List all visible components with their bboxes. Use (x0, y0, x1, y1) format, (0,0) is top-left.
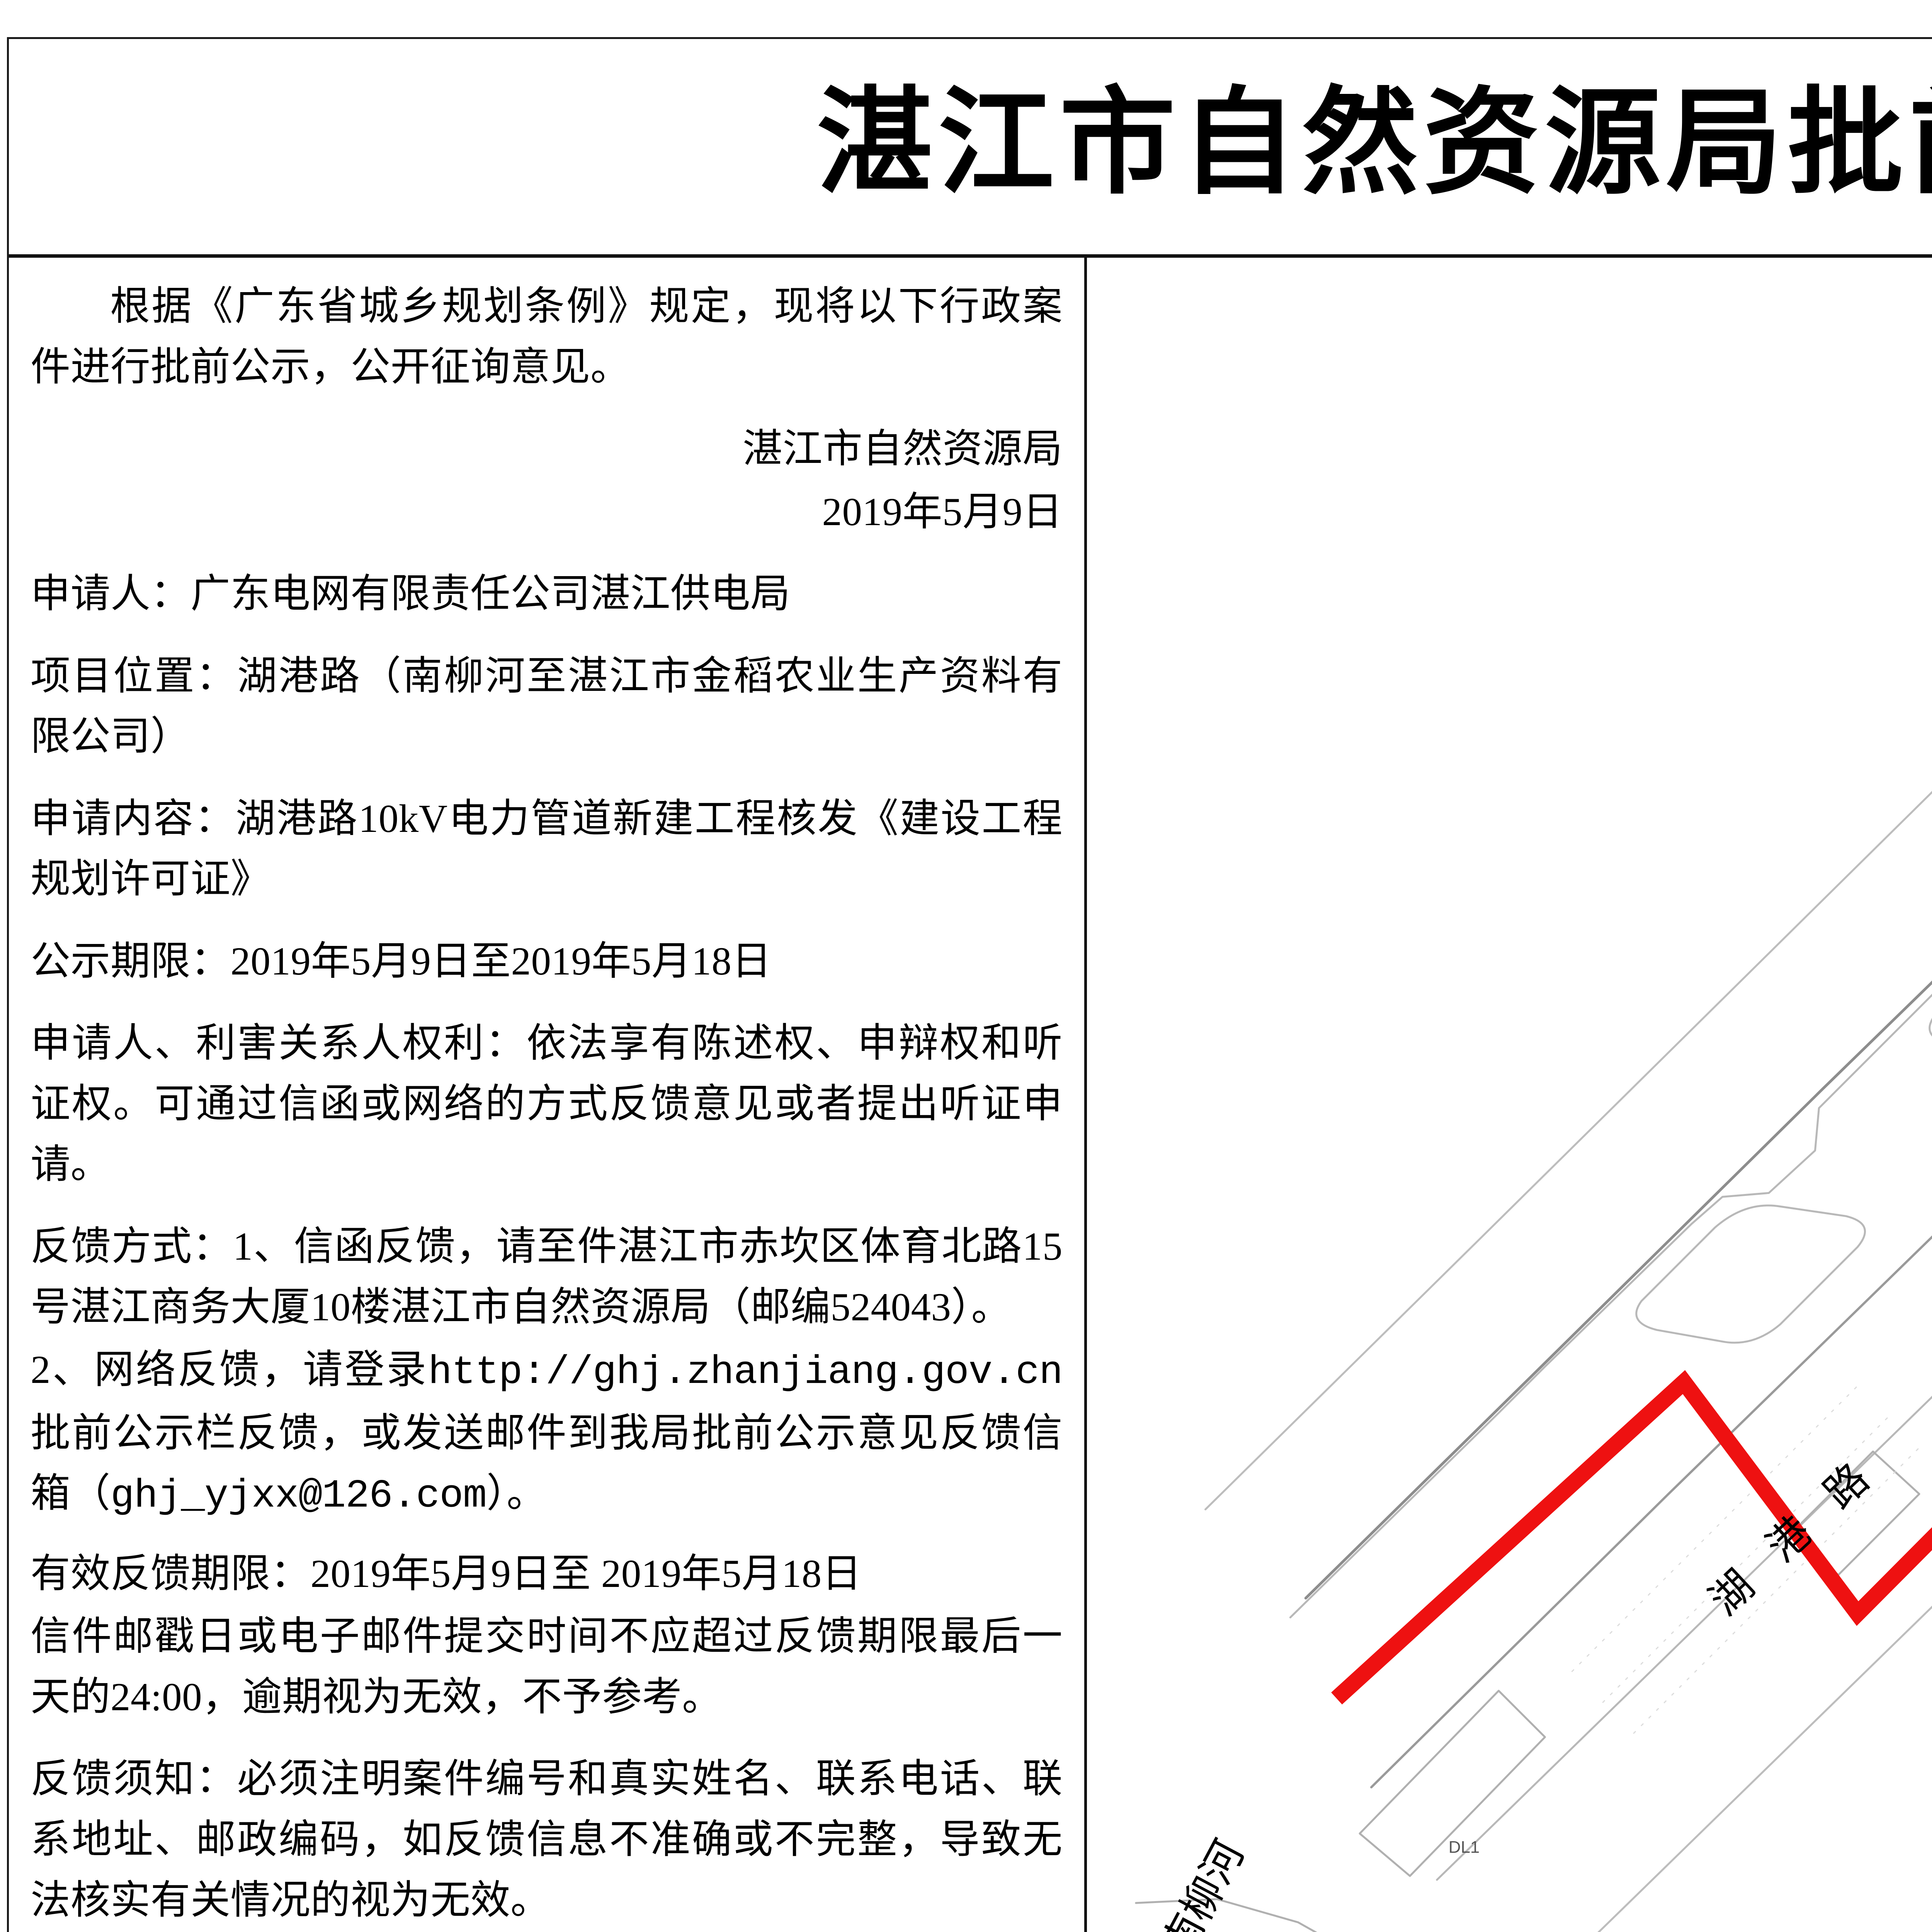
notice-intro: 根据《广东省城乡规划条例》规定，现将以下行政案件进行批前公示，公开征询意见。 (31, 284, 1063, 389)
site-plan-map[interactable]: N 环 湖 港 路 湖 港 路 南柳河 桥 DL1 湛江市鼎力物流有限公司 湛江 (1090, 258, 1932, 1932)
notice-valid-period: 有效反馈期限：2019年5月9日至 2019年5月18日 (31, 1551, 862, 1596)
notice-project-location: 项目位置：湖港路（南柳河至湛江市金稻农业生产资料有限公司） (31, 654, 1063, 759)
feedback-method-2-suffix: ）。 (486, 1471, 547, 1516)
feedback-url[interactable]: http://ghj.zhanjiang.gov.cn (428, 1350, 1063, 1395)
feedback-method-2-prefix: 2、网络反馈，请登录 (31, 1348, 429, 1392)
page-title: 湛江市自然资源局批前公示 (817, 79, 1932, 208)
feedback-email[interactable]: ghj_yjxx@126.com (111, 1473, 487, 1519)
notice-issuer: 湛江市自然资源局 (743, 427, 1063, 471)
notice-feedback-method-1: 反馈方式：1、信函反馈，请至件湛江市赤坎区体育北路15号湛江商务大厦10楼湛江市… (31, 1225, 1063, 1329)
notice-valid-period-note: 信件邮戳日或电子邮件提交时间不应超过反馈期限最后一天的24:00，逾期视为无效，… (31, 1614, 1063, 1719)
document-frame: 湛江市自然资源局批前公示 根据《广东省城乡规划条例》规定，现将以下行政案件进行批… (7, 37, 1932, 1932)
notice-issue-date: 2019年5月9日 (822, 490, 1063, 534)
feedback-method-2-middle: 批前公示栏反馈，或发送邮件到我局批前公示意见反馈信箱（ (31, 1411, 1063, 1516)
notice-rights: 申请人、利害关系人权利：依法享有陈述权、申辩权和听证权。可通过信函或网络的方式反… (31, 1021, 1063, 1187)
notice-application-content: 申请内容：湖港路10kV电力管道新建工程核发《建设工程规划许可证》 (31, 796, 1063, 901)
notice-feedback-method-2: 2、网络反馈，请登录http://ghj.zhanjiang.gov.cn 批前公… (31, 1340, 1063, 1527)
proposed-power-route[interactable] (1331, 950, 1932, 1705)
notice-publicity-period: 公示期限：2019年5月9日至2019年5月18日 (31, 939, 772, 983)
parcel-code-label: DL1 (1449, 1838, 1480, 1857)
notice-text-column: 根据《广东省城乡规划条例》规定，现将以下行政案件进行批前公示，公开征询意见。 湛… (9, 258, 1087, 1932)
river-label: 南柳河 (1154, 1833, 1253, 1932)
title-band: 湛江市自然资源局批前公示 (9, 39, 1932, 258)
body-split: 根据《广东省城乡规划条例》规定，现将以下行政案件进行批前公示，公开征询意见。 湛… (9, 258, 1932, 1932)
road-network (1135, 791, 1932, 1932)
map-column[interactable]: N 环 湖 港 路 湖 港 路 南柳河 桥 DL1 湛江市鼎力物流有限公司 湛江 (1090, 258, 1932, 1932)
road-label-lower: 湖 港 路 (1701, 1446, 1887, 1624)
notice-feedback-notes: 反馈须知：必须注明案件编号和真实姓名、联系电话、联系地址、邮政编码，如反馈信息不… (31, 1757, 1063, 1922)
notice-applicant: 申请人：广东电网有限责任公司湛江供电局 (31, 572, 791, 616)
